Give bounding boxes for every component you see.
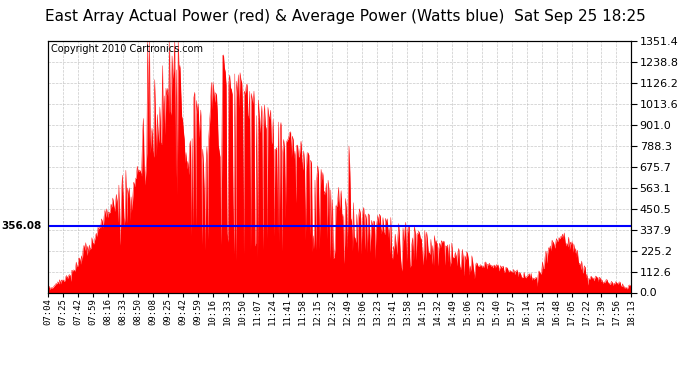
Text: East Array Actual Power (red) & Average Power (Watts blue)  Sat Sep 25 18:25: East Array Actual Power (red) & Average … [45,9,645,24]
Text: 356.08: 356.08 [1,221,41,231]
Text: Copyright 2010 Cartronics.com: Copyright 2010 Cartronics.com [51,44,204,54]
